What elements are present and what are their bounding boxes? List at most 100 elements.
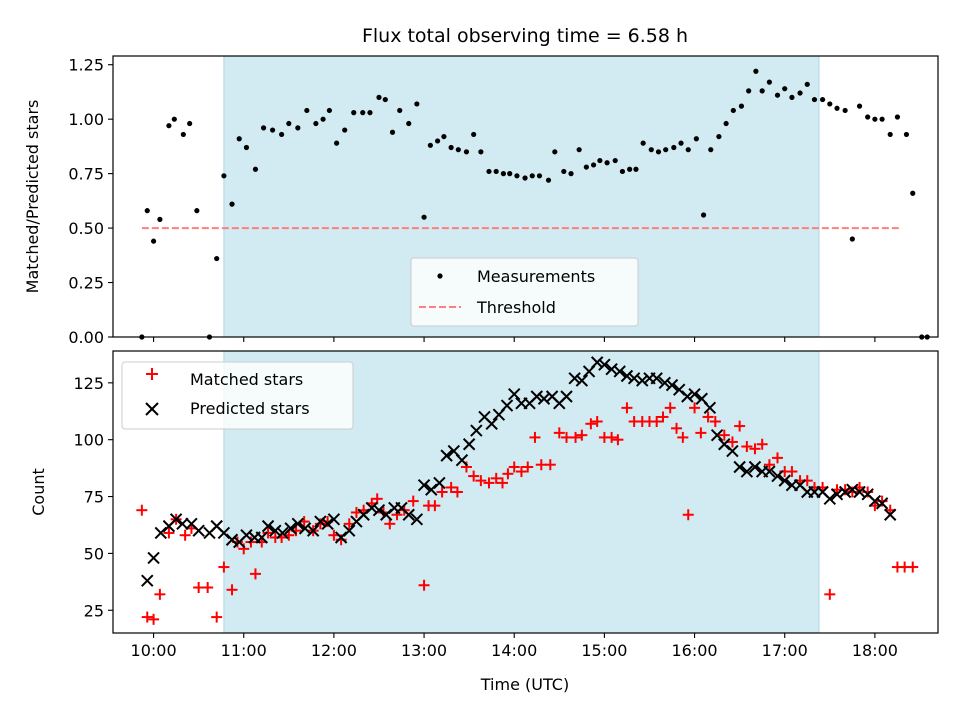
measurement-point	[214, 255, 220, 262]
matched-point	[436, 486, 448, 498]
matched-point	[612, 434, 624, 446]
measurement-point	[552, 149, 558, 155]
predicted-point	[778, 474, 791, 487]
predicted-point	[284, 522, 297, 535]
legend-predicted-label: Predicted stars	[190, 399, 310, 418]
predicted-point	[417, 478, 431, 492]
measurement-point	[583, 164, 589, 170]
legend-threshold-label: Threshold	[476, 298, 556, 317]
measurement-point	[633, 166, 639, 172]
predicted-point	[823, 492, 837, 506]
predicted-point	[560, 390, 573, 403]
matched-point	[529, 431, 541, 443]
measurement-point	[180, 131, 186, 138]
measurement-point	[269, 127, 276, 133]
measurement-point	[414, 101, 420, 107]
matched-point	[695, 427, 707, 439]
predicted-point	[291, 517, 305, 531]
measurement-point	[561, 168, 567, 175]
measurement-point	[304, 107, 310, 114]
measurement-point	[708, 147, 714, 153]
predicted-point	[433, 476, 446, 490]
matched-point	[483, 477, 495, 489]
matched-point	[418, 579, 430, 591]
predicted-point	[846, 483, 859, 496]
predicted-point	[269, 524, 282, 537]
bottom-legend-box	[121, 361, 354, 430]
top-y-label: Matched/Predicted stars	[23, 100, 42, 294]
bottom-y-tick-label: 75	[84, 488, 104, 507]
measurement-point	[678, 140, 684, 146]
matched-point	[677, 431, 689, 443]
predicted-point	[590, 356, 604, 369]
measurement-point	[856, 103, 863, 109]
measurement-point	[766, 79, 772, 85]
measurement-point	[879, 116, 885, 122]
matched-point	[772, 452, 784, 464]
measurement-point	[804, 81, 810, 87]
measurement-point	[819, 96, 826, 103]
measurement-point	[834, 105, 840, 111]
matched-point	[202, 582, 214, 594]
measurement-point	[351, 110, 357, 116]
predicted-point	[884, 508, 897, 521]
measurement-point	[493, 168, 499, 175]
top-axes-frame	[112, 55, 939, 338]
matched-point	[445, 481, 457, 493]
matched-point	[621, 402, 633, 414]
matched-point	[553, 427, 565, 439]
bottom-panel: 25 50 75 100 125 10:00 11:00 12:00 13:00 14:00 15…	[29, 350, 939, 694]
measurement-point	[406, 120, 412, 127]
matched-point	[179, 529, 191, 541]
matched-point	[497, 477, 509, 489]
predicted-point	[665, 378, 679, 392]
measurement-point	[797, 90, 803, 96]
measurement-point	[597, 157, 603, 164]
matched-point	[407, 495, 419, 507]
matched-point	[749, 443, 761, 455]
matched-point	[682, 509, 694, 521]
measurement-point	[849, 236, 855, 242]
measurement-point	[910, 190, 916, 196]
measurement-point	[427, 142, 433, 148]
bottom-x-tick-label: 18:00	[852, 641, 898, 660]
bottom-x-ticks: 10:00 11:00 12:00 13:00 14:00 15:00 16:00 17:00…	[131, 633, 898, 660]
bottom-x-label: Time (UTC)	[480, 675, 569, 694]
bottom-x-tick-label: 11:00	[221, 641, 267, 660]
chart-title: Flux total observing time = 6.58 h	[362, 25, 688, 47]
measurement-point	[811, 96, 818, 103]
predicted-point	[276, 526, 289, 540]
top-x-ticks	[153, 337, 876, 342]
matched-point	[576, 429, 588, 441]
measurement-point	[648, 147, 654, 153]
matched-point	[226, 584, 238, 596]
bottom-x-tick-label: 12:00	[311, 641, 357, 660]
measurement-point	[367, 110, 373, 116]
measurement-point	[334, 140, 340, 146]
bottom-x-tick-label: 14:00	[491, 641, 537, 660]
legend-measurements-label: Measurements	[477, 267, 595, 286]
matched-point	[141, 611, 153, 623]
top-y-tick-label: 0.00	[68, 328, 104, 347]
measurement-point	[774, 92, 781, 98]
predicted-point	[636, 374, 649, 387]
measurement-point	[685, 147, 691, 153]
top-y-ticks: 0.00 0.25 0.50 0.75 1.00 1.25	[68, 56, 113, 347]
predicted-point	[500, 399, 514, 412]
measurement-point	[671, 144, 677, 151]
predicted-point	[298, 522, 312, 535]
measurement-point	[789, 94, 795, 100]
matched-point	[689, 402, 701, 414]
predicted-point	[703, 401, 717, 415]
measurement-point	[313, 120, 319, 127]
measurement-point	[441, 133, 447, 140]
matched-point	[502, 468, 514, 480]
matched-point	[718, 429, 730, 441]
measurement-point	[903, 131, 910, 138]
measurement-point	[872, 116, 878, 122]
bottom-axes-frame	[112, 350, 939, 634]
measurement-point	[753, 68, 759, 74]
predicted-point	[372, 503, 386, 517]
matched-point	[522, 461, 534, 473]
measurement-point	[157, 216, 163, 222]
